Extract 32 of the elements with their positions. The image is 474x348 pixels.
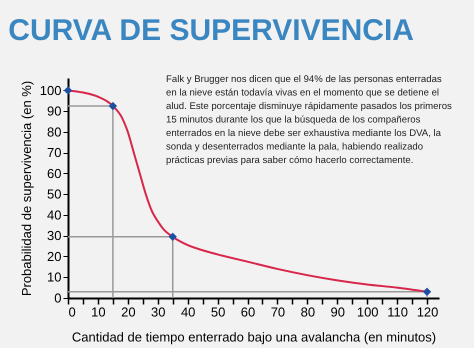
y-tick-label: 90: [47, 104, 62, 119]
point: [64, 86, 72, 95]
x-axis-title: Cantidad de tiempo enterrado bajo una avalancha (en minutos): [72, 330, 436, 344]
y-tick-label: 40: [47, 207, 62, 222]
x-tick-label: 20: [121, 304, 136, 320]
annotation: Falk y Brugger nos dicen que el 94% de las personas enterradas en la nieve están todavía vivas en el momento que se detiene el alud. Este porcentaje disminuye rápidamente pasados los primeros 15 minutos durante los que la búsqueda de los compañeros enterrados en la nieve debe ser exhaustiva mediante los DVA, la sonda y desenterrados mediante la pala, habiendo realizado prácticas previas para saber cómo hacerlo correctamente.: [166, 74, 452, 166]
y-tick-label: 20: [47, 248, 62, 264]
x-tick-label: 120: [416, 304, 438, 320]
point: [108, 102, 118, 110]
point: [168, 232, 177, 241]
x-tick-label: 80: [300, 304, 316, 320]
y-tick-label: 60: [47, 166, 62, 181]
y-tick-label: 50: [47, 186, 62, 202]
x-tick-label: 90: [330, 304, 346, 320]
y-tick-label: 70: [47, 145, 62, 160]
x-tick-label: 0: [68, 304, 76, 320]
x-tick-label: 60: [240, 304, 256, 320]
x-tick-label: 50: [210, 304, 226, 320]
y-tick-label: 100: [40, 82, 62, 98]
y-tick-label: 80: [47, 124, 62, 140]
x-tick-label: 100: [356, 304, 379, 320]
x-tick-label: 70: [270, 304, 286, 320]
x-tick-label: 110: [387, 304, 408, 320]
x-tick-label: 10: [91, 304, 106, 320]
y-axis-title: Probabilidad de supervivencia (en %): [18, 80, 34, 296]
y-tick-label: 10: [47, 270, 62, 285]
y-tick-label: 0: [54, 290, 62, 306]
y-tick-label: 30: [47, 228, 62, 244]
x-tick-label: 40: [180, 304, 196, 320]
chart-title: CURVA DE SUPERVIVENCIA: [8, 14, 414, 47]
point: [422, 288, 432, 296]
x-tick-label: 30: [151, 304, 166, 320]
